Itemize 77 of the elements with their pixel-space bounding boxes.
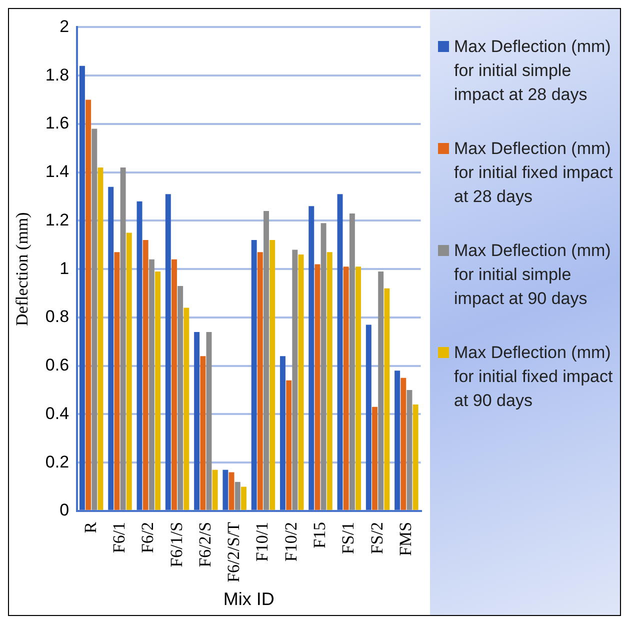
- legend-label: Max Deflection (mm) for initial simple impact at 28 days: [454, 36, 612, 106]
- bar: [400, 378, 406, 510]
- bar: [155, 271, 161, 510]
- bar: [257, 252, 263, 510]
- bar: [142, 240, 148, 510]
- y-tick-label: 0.8: [45, 307, 70, 326]
- y-tick-label: 1.2: [45, 210, 70, 230]
- x-tick-label: F6/2/S: [195, 522, 214, 568]
- bar: [120, 167, 126, 510]
- bar: [314, 264, 320, 510]
- bar: [394, 370, 400, 510]
- bar: [206, 332, 212, 510]
- bar: [136, 201, 142, 510]
- bar: [79, 66, 85, 510]
- y-tick-label: 1.4: [45, 162, 70, 182]
- x-tick-label: F6/1: [109, 522, 128, 554]
- bar: [264, 211, 269, 510]
- y-tick-label: 0: [60, 500, 70, 520]
- legend-label: Max Deflection (mm) for initial simple impact at 90 days: [454, 240, 612, 310]
- y-tick-label: 2: [60, 16, 70, 36]
- x-axis-title: Mix ID: [223, 589, 274, 610]
- bar: [98, 167, 104, 510]
- bar: [240, 486, 246, 510]
- y-axis-title: Deflection (mm): [12, 212, 32, 326]
- x-tick-label: F6/2/S/T: [224, 521, 244, 582]
- y-tick-label: 0.4: [45, 404, 70, 423]
- bar: [412, 404, 418, 510]
- bar: [92, 128, 98, 510]
- bar: [326, 252, 332, 510]
- x-tick-label: R: [80, 521, 100, 534]
- bar: [228, 472, 234, 510]
- x-tick-label: F6/1/S: [166, 522, 186, 568]
- bar: [343, 266, 349, 510]
- bar: [178, 286, 184, 510]
- bar: [298, 254, 304, 510]
- bar: [234, 482, 240, 510]
- bar: [356, 266, 362, 510]
- x-tick-label: F10/1: [252, 522, 272, 562]
- bar: [406, 390, 412, 510]
- legend-label: Max Deflection (mm) for initial fixed impact at 28 days: [454, 138, 614, 208]
- bar: [280, 356, 286, 510]
- bar: [172, 259, 177, 510]
- y-tick-label: 0.2: [45, 452, 70, 472]
- bar: [148, 259, 154, 510]
- x-tick-label: FS/2: [367, 522, 386, 554]
- bar: [308, 206, 314, 510]
- x-tick-label: FMS: [396, 522, 415, 556]
- bar: [270, 240, 276, 510]
- y-tick-label: 0.6: [45, 356, 70, 375]
- bar: [86, 100, 92, 510]
- bar: [251, 240, 257, 510]
- legend-label: Max Deflection (mm) for initial fixed impact at 90 days: [454, 342, 614, 412]
- bar: [194, 332, 200, 510]
- x-tick-label: F15: [310, 522, 329, 548]
- bar: [286, 380, 292, 510]
- bar: [222, 470, 228, 510]
- y-tick-label: 1: [60, 258, 70, 278]
- y-tick-label: 1.8: [45, 65, 70, 84]
- bar: [108, 186, 114, 510]
- bar: [114, 252, 120, 510]
- bar: [337, 194, 343, 510]
- bar: [292, 250, 298, 510]
- bar: [320, 223, 326, 510]
- x-tick-label: FS/1: [338, 522, 358, 554]
- bar: [126, 232, 132, 510]
- bar: [378, 271, 384, 510]
- bar: [366, 324, 372, 510]
- bar: [165, 194, 171, 510]
- y-tick-label: 1.6: [45, 114, 70, 133]
- bar: [212, 470, 218, 510]
- x-tick-label: F6/2: [138, 522, 158, 554]
- x-tick-label: F10/2: [281, 522, 300, 562]
- bar: [372, 406, 378, 510]
- bar: [184, 308, 190, 510]
- bar: [200, 356, 206, 510]
- bar: [384, 288, 390, 510]
- bar: [349, 213, 355, 510]
